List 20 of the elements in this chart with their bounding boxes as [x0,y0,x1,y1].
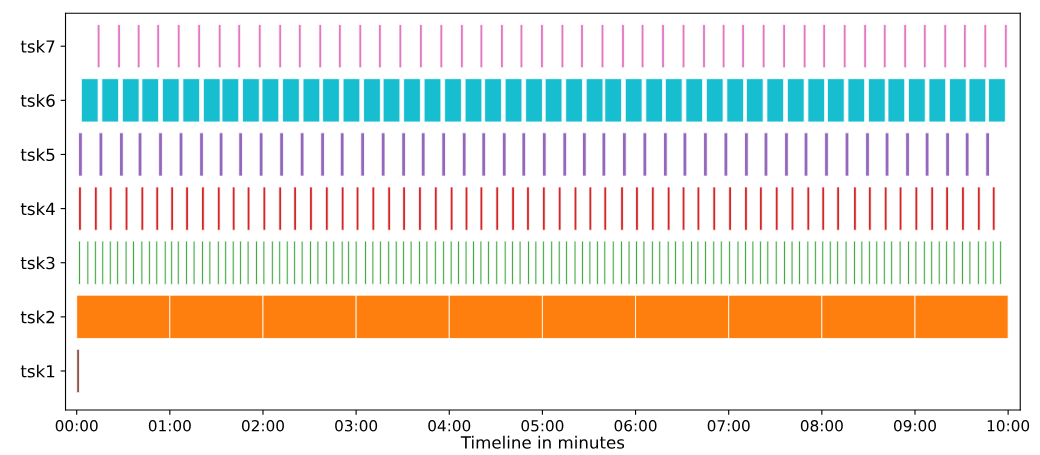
x-tick-label: 02:00 [241,419,284,432]
y-tick-label: tsk5 [20,148,55,162]
x-tick-label: 10:00 [987,419,1030,432]
x-tick-label: 04:00 [428,419,471,432]
y-tick-label: tsk1 [20,364,55,378]
x-tick-label: 07:00 [707,419,750,432]
x-tick-label: 08:00 [800,419,843,432]
y-tick-label: tsk6 [20,94,55,107]
x-tick-label: 01:00 [148,419,191,432]
x-tick-label: 06:00 [614,419,657,432]
y-tick-label: tsk4 [20,202,55,216]
x-tick-label: 05:00 [521,419,564,432]
x-tick-label: 00:00 [55,419,98,432]
x-axis-title: Timeline in minutes [460,435,625,449]
y-tick-label: tsk2 [20,310,55,324]
x-tick-label: 03:00 [335,419,378,432]
y-tick-label: tsk3 [20,256,55,270]
y-tick-label: tsk7 [20,39,55,53]
x-tick-label: 09:00 [893,419,936,432]
bar [76,348,80,394]
